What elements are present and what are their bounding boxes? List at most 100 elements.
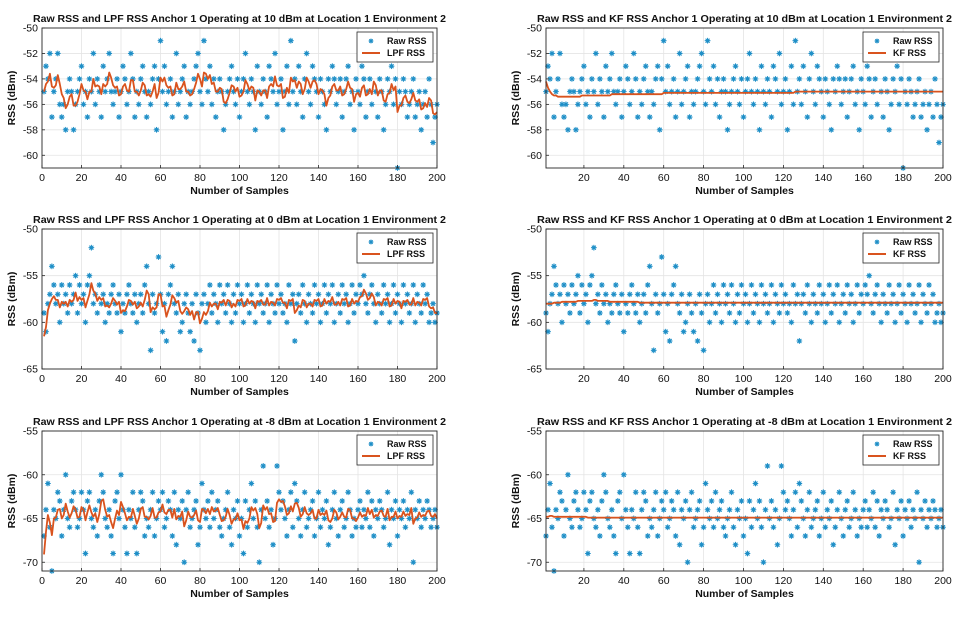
- raw-rss-point: [193, 63, 199, 70]
- raw-rss-point: [640, 75, 647, 82]
- raw-rss-point: [740, 533, 747, 539]
- raw-rss-point: [220, 291, 227, 298]
- raw-rss-point: [48, 263, 55, 270]
- raw-rss-point: [658, 498, 665, 504]
- legend-box: [356, 232, 434, 264]
- y-axis-label: RSS (dBm): [6, 71, 18, 126]
- raw-rss-point: [636, 550, 643, 557]
- raw-rss-point: [303, 524, 310, 531]
- raw-rss-point: [588, 489, 595, 496]
- raw-rss-point: [774, 88, 781, 95]
- raw-rss-point: [139, 63, 146, 70]
- raw-rss-point: [553, 282, 559, 288]
- x-axis-label: Number of Samples: [695, 185, 794, 197]
- raw-rss-point: [668, 291, 675, 298]
- raw-rss-point: [606, 524, 613, 531]
- raw-rss-point: [112, 300, 119, 307]
- raw-rss-point: [272, 50, 278, 57]
- x-tick-label: 20: [76, 575, 88, 587]
- raw-rss-point: [572, 126, 579, 133]
- x-tick-label: 0: [39, 172, 45, 184]
- raw-rss-point: [41, 88, 47, 95]
- raw-rss-point: [694, 75, 701, 82]
- raw-rss-point: [582, 291, 589, 298]
- raw-rss-point: [349, 282, 356, 288]
- raw-rss-point: [670, 506, 677, 513]
- y-tick-label: -50: [527, 23, 542, 35]
- raw-rss-point: [108, 533, 115, 539]
- raw-rss-point: [928, 515, 934, 522]
- raw-rss-point: [208, 489, 215, 496]
- raw-rss-point: [258, 101, 265, 108]
- raw-rss-point: [896, 282, 903, 288]
- legend-raw-marker: [874, 239, 880, 245]
- raw-rss-point: [64, 310, 71, 316]
- raw-rss-point: [830, 291, 837, 298]
- legend: Raw RSS LPF RSS: [356, 31, 434, 63]
- raw-rss-point: [70, 126, 77, 133]
- raw-rss-point: [402, 524, 409, 531]
- raw-rss-point: [772, 75, 779, 82]
- x-tick-label: 120: [775, 172, 793, 184]
- chart-title: Raw RSS and LPF RSS Anchor 1 Operating a…: [33, 13, 446, 25]
- raw-rss-point: [410, 559, 417, 566]
- raw-rss-point: [94, 75, 101, 82]
- x-tick-label: 100: [735, 373, 753, 385]
- raw-rss-point: [187, 328, 194, 335]
- y-tick-label: -55: [23, 270, 38, 282]
- raw-rss-point: [918, 506, 925, 513]
- raw-rss-point: [698, 541, 705, 548]
- x-tick-label: 160: [854, 575, 872, 587]
- raw-rss-point: [710, 282, 717, 288]
- raw-rss-point: [420, 282, 427, 288]
- raw-rss-point: [818, 300, 825, 307]
- raw-rss-point: [746, 50, 753, 57]
- raw-rss-point: [234, 498, 241, 504]
- raw-rss-point: [276, 489, 282, 496]
- raw-rss-point: [74, 310, 81, 316]
- legend-raw-marker: [874, 441, 880, 447]
- raw-rss-point: [553, 88, 559, 95]
- raw-rss-point: [674, 300, 681, 307]
- raw-rss-point: [321, 101, 328, 108]
- raw-rss-point: [311, 282, 318, 288]
- raw-rss-point: [305, 291, 312, 298]
- raw-rss-point: [218, 533, 225, 539]
- raw-rss-point: [185, 489, 192, 496]
- raw-rss-point: [688, 310, 695, 316]
- raw-rss-point: [195, 50, 201, 57]
- x-tick-label: 120: [775, 575, 793, 587]
- chart-panel-1: 0 20 40 60 80 100 120 140 160 180 200 -50 -52 -54 -56 -…: [6, 13, 446, 197]
- raw-rss-point: [400, 75, 407, 82]
- raw-rss-point: [708, 300, 715, 307]
- legend-raw-label: Raw RSS: [387, 237, 427, 247]
- raw-rss-point: [122, 310, 128, 316]
- raw-rss-point: [762, 291, 769, 298]
- raw-rss-point: [151, 533, 158, 539]
- raw-rss-point: [742, 88, 749, 95]
- raw-rss-point: [311, 533, 318, 539]
- raw-rss-point: [654, 310, 661, 316]
- raw-rss-point: [553, 506, 559, 513]
- x-tick-label: 180: [894, 172, 912, 184]
- raw-rss-point: [806, 300, 813, 307]
- raw-rss-point: [388, 63, 395, 70]
- raw-rss-point: [398, 515, 405, 522]
- raw-rss-point: [159, 489, 166, 496]
- legend-raw-marker: [368, 441, 374, 447]
- raw-rss-point: [360, 272, 367, 279]
- raw-rss-point: [712, 101, 719, 108]
- raw-rss-point: [112, 88, 119, 95]
- legend: Raw RSS KF RSS: [862, 232, 940, 264]
- raw-rss-point: [46, 291, 53, 298]
- raw-rss-point: [72, 272, 79, 279]
- raw-rss-point: [86, 489, 93, 496]
- raw-rss-point: [394, 533, 401, 539]
- x-tick-label: 40: [618, 172, 630, 184]
- raw-rss-point: [728, 489, 735, 496]
- raw-rss-point: [732, 541, 739, 548]
- x-axis-label: Number of Samples: [190, 588, 289, 600]
- raw-rss-point: [900, 533, 907, 539]
- raw-rss-point: [287, 300, 294, 307]
- x-tick-label: 140: [310, 373, 328, 385]
